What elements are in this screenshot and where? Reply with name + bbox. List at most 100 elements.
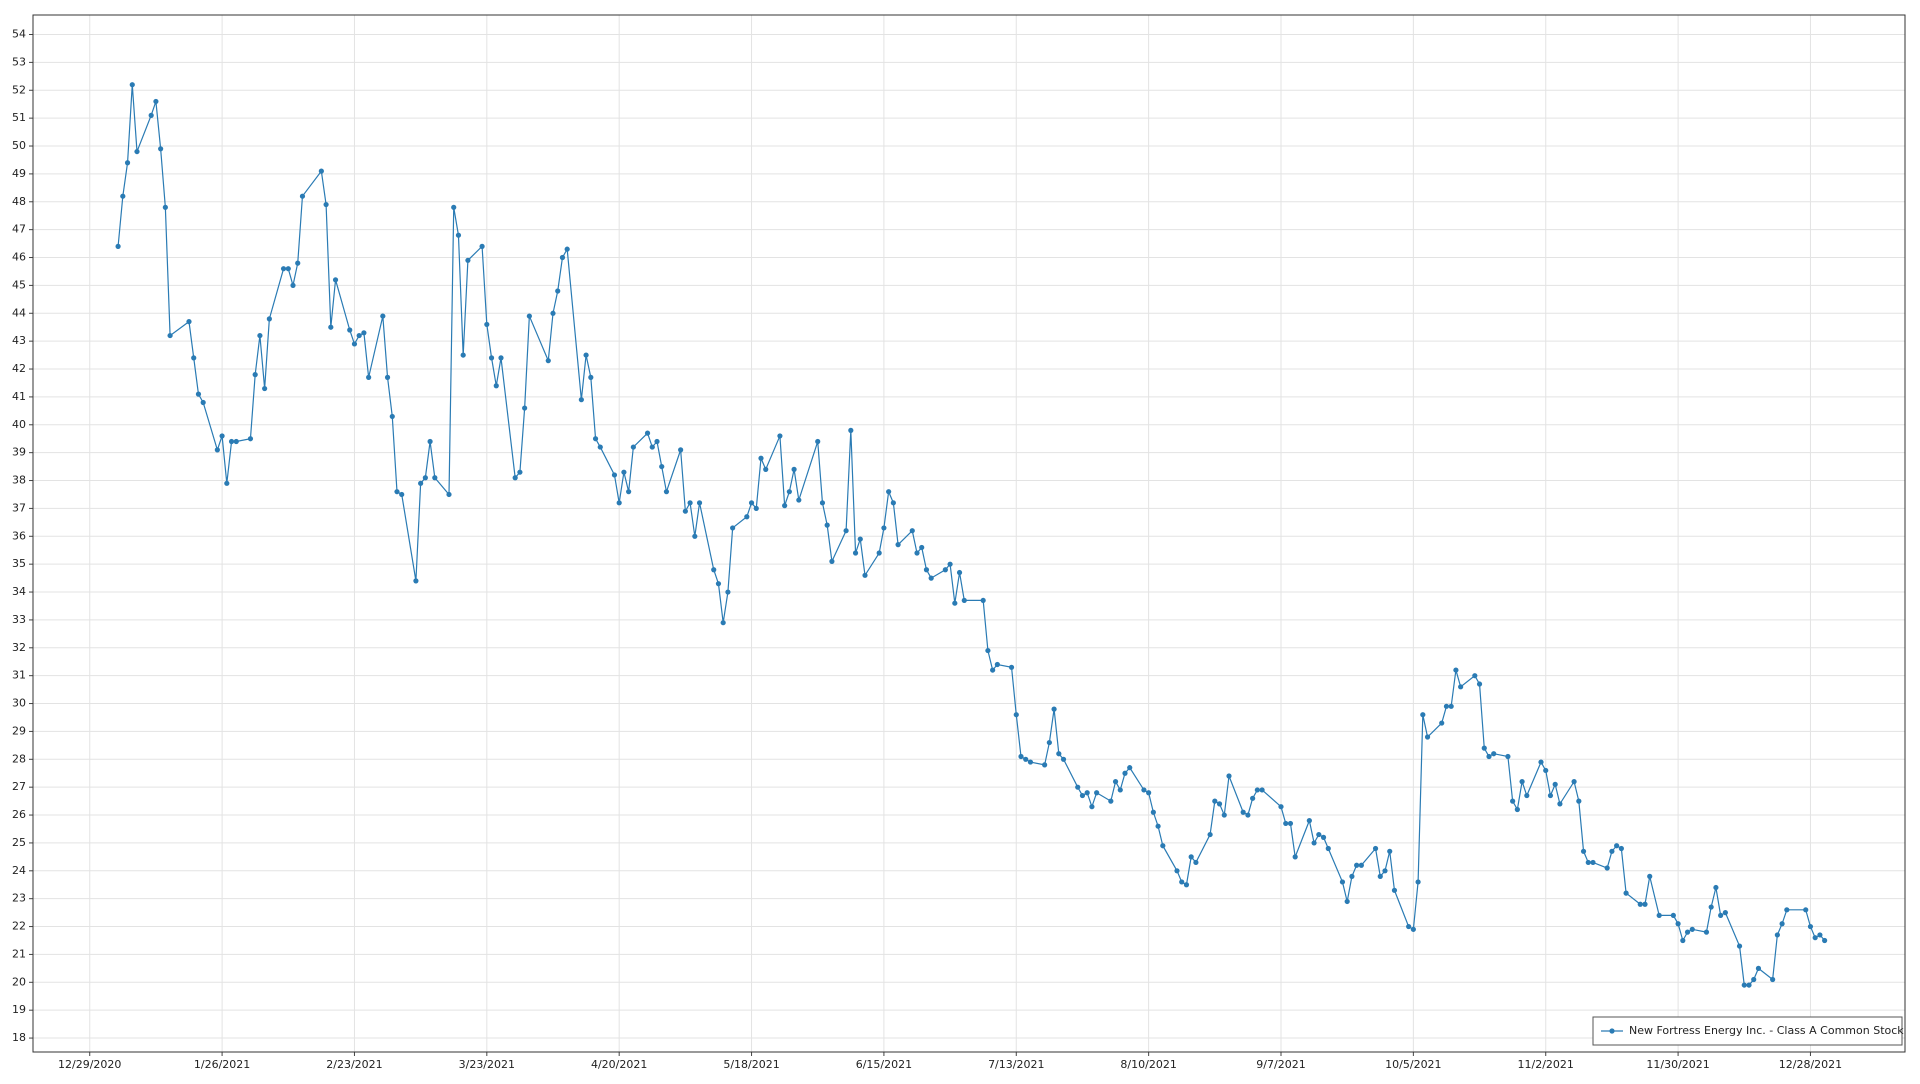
data-point (266, 316, 272, 322)
data-point (1670, 912, 1676, 919)
data-point (829, 558, 835, 564)
data-point (1174, 868, 1180, 874)
data-point (715, 581, 722, 587)
x-tick-label: 1/26/2021 (194, 1058, 250, 1071)
data-point (1112, 778, 1119, 785)
data-point (186, 319, 192, 325)
data-point (843, 528, 849, 534)
data-point (1245, 812, 1251, 818)
y-tick-label: 24 (12, 864, 26, 877)
data-point (1406, 923, 1412, 930)
data-point (148, 112, 154, 118)
data-point (919, 544, 925, 551)
data-point (1349, 873, 1355, 879)
y-tick-label: 45 (12, 278, 26, 291)
data-point (1259, 787, 1265, 793)
data-point (413, 578, 419, 584)
data-point (1325, 845, 1331, 852)
data-point (479, 243, 485, 249)
x-tick-label: 10/5/2021 (1385, 1058, 1441, 1071)
y-tick-label: 28 (12, 752, 26, 765)
data-point (1094, 790, 1100, 796)
y-tick-label: 31 (12, 669, 26, 682)
data-point (191, 355, 197, 361)
data-point (654, 438, 660, 445)
data-point (753, 505, 759, 512)
data-point (1746, 982, 1752, 988)
data-point (1547, 792, 1554, 799)
data-point (578, 397, 584, 403)
data-point (1377, 873, 1383, 879)
data-point (1458, 684, 1464, 690)
data-point (1160, 843, 1166, 849)
data-point (1216, 801, 1223, 807)
data-point (512, 475, 518, 481)
data-point (1084, 790, 1090, 796)
data-point (1306, 818, 1312, 824)
data-point (295, 260, 301, 266)
data-point (1784, 907, 1790, 913)
y-tick-label: 49 (12, 167, 26, 180)
data-point (1179, 879, 1185, 885)
y-tick-label: 19 (12, 1003, 26, 1016)
data-point (1770, 976, 1776, 983)
data-point (1751, 976, 1757, 983)
data-point (1604, 865, 1610, 871)
data-point (1580, 848, 1587, 854)
data-point (526, 313, 532, 319)
y-tick-label: 48 (12, 195, 26, 208)
data-point (928, 575, 934, 581)
y-tick-label: 25 (12, 836, 26, 849)
data-point (980, 597, 986, 604)
y-tick-label: 23 (12, 892, 26, 905)
data-point (1614, 843, 1620, 849)
data-point (1320, 834, 1327, 840)
data-point (914, 550, 920, 556)
data-point (446, 491, 452, 498)
data-point (1736, 943, 1743, 949)
y-tick-label: 40 (12, 418, 26, 431)
data-point (167, 332, 173, 339)
x-tick-label: 11/30/2021 (1646, 1058, 1709, 1071)
data-point (1212, 798, 1218, 804)
data-point (384, 374, 391, 380)
data-point (380, 313, 386, 319)
data-point (488, 355, 495, 361)
data-point (682, 508, 688, 514)
y-tick-label: 46 (12, 251, 26, 264)
y-tick-label: 47 (12, 223, 26, 236)
data-point (328, 324, 334, 330)
data-point (1354, 862, 1360, 868)
data-point (1146, 790, 1152, 796)
y-tick-label: 50 (12, 139, 26, 152)
x-tick-label: 5/18/2021 (723, 1058, 779, 1071)
y-tick-label: 35 (12, 557, 26, 570)
data-point (1089, 804, 1095, 810)
y-tick-label: 54 (12, 28, 26, 41)
x-tick-label: 7/13/2021 (988, 1058, 1044, 1071)
data-point (427, 438, 433, 445)
data-point (347, 327, 353, 333)
data-point (758, 455, 764, 461)
y-tick-label: 34 (12, 585, 26, 598)
legend-label: New Fortress Energy Inc. - Class A Commo… (1629, 1024, 1904, 1037)
data-point (1486, 753, 1492, 760)
data-point (224, 480, 230, 486)
data-point (985, 647, 991, 654)
data-point (129, 82, 135, 88)
data-point (923, 567, 930, 573)
data-point (626, 489, 632, 495)
data-point (1420, 712, 1426, 718)
data-point (455, 232, 462, 238)
y-tick-label: 52 (12, 83, 26, 96)
y-tick-label: 26 (12, 808, 26, 821)
data-point (1453, 667, 1459, 673)
data-point (465, 257, 471, 263)
data-point (1722, 910, 1728, 916)
data-point (1254, 787, 1260, 793)
data-point (1519, 778, 1525, 785)
data-point (1278, 804, 1284, 810)
data-point (1491, 751, 1497, 757)
data-point (214, 447, 220, 453)
data-point (1476, 681, 1483, 687)
